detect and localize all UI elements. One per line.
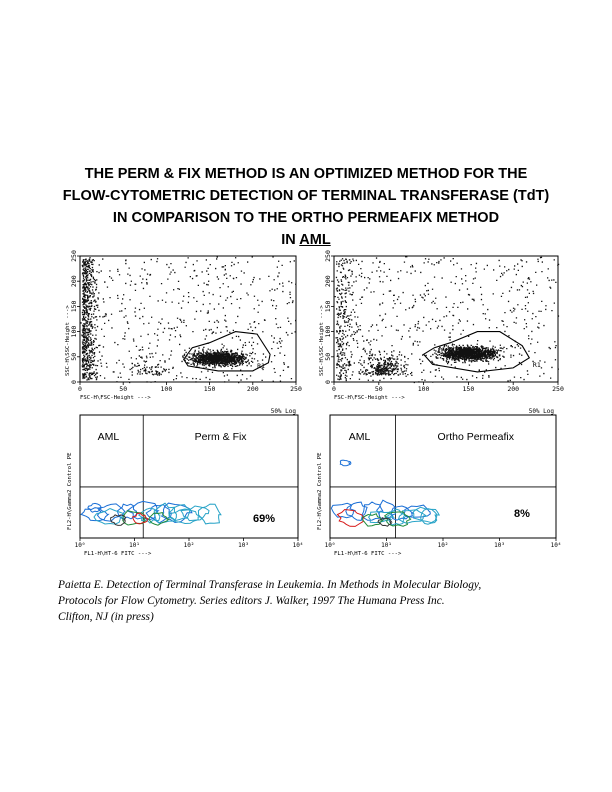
scatter-plot-right: R1 0 50 100 150 200 250 0 50 100 150 200 250 FSC-H\FS… [319,250,564,401]
contour-line [336,508,365,527]
caption-line-1: Paietta E. Detection of Terminal Transfe… [58,579,482,591]
quadrant-label-right: Ortho Permeafix [438,431,515,443]
contour-line [390,505,415,521]
contour-line [80,507,110,522]
gate-r1-outline [422,331,531,373]
quadrant-label-left: AML [98,431,120,443]
y-tick-label: 250 [70,250,78,262]
y-tick-label: 50 [324,353,332,361]
x-tick-label: 100 [161,385,173,393]
x-tick-label: 10¹ [381,542,392,549]
quadrant-label-right: Perm & Fix [195,431,248,443]
x-tick-label: 250 [552,385,564,393]
contour-line [397,509,428,524]
y-tick-label: 0 [70,380,78,384]
contour-line [132,512,149,525]
contour-line [197,503,222,525]
title-line-4-prefix: IN [281,232,300,248]
contour-line [377,517,393,527]
contour-line [412,506,441,524]
contour-line [148,512,171,526]
x-tick-label: 0 [78,385,82,393]
y-tick-label: 100 [324,326,332,338]
contour-line [93,507,125,525]
x-tick-label: 150 [204,385,216,393]
contour-plot-right: 50% Log AML Ortho Permeafix 8% 10⁰ 10¹ 10² 10³ 1… [317,408,561,557]
title-line-4: IN AML [20,229,592,251]
plot-frame [79,255,297,383]
gate-r1-label: R1 [257,362,265,370]
plot-frame [333,255,559,383]
x-tick-label: 10² [438,542,449,549]
scatter-events [334,256,560,384]
y-tick-label: 150 [324,300,332,312]
y-tick-label: 100 [70,326,78,338]
scatter-plot-left: R1 0 50 100 150 200 250 0 50 100 150 200 250 FSC-H\FS… [65,250,302,401]
positive-percentage: 8% [514,508,530,520]
scale-corner-label: 50% Log [271,408,297,415]
x-tick-label: 10⁴ [551,542,562,549]
y-axis-label: SSC-H\SSC-Height ---> [65,305,71,376]
contour-plot-left: 50% Log AML Perm & Fix 69% 10⁰ 10¹ 10² 10³ 10⁴ FL… [67,408,303,557]
contour-line [110,514,127,526]
y-tick-label: 150 [70,300,78,312]
x-axis-label: FL1-H\HT-6 FITC ---> [334,551,402,557]
y-tick-label: 250 [324,250,332,262]
figure-title: THE PERM & FIX METHOD IS AN OPTIMIZED ME… [20,163,592,251]
x-axis-label: FL1-H\HT-6 FITC ---> [84,551,152,557]
x-tick-label: 100 [418,385,430,393]
x-tick-label: 10² [184,542,195,549]
x-tick-label: 10⁴ [293,542,304,549]
contour-line [145,503,173,524]
y-tick-label: 200 [70,275,78,287]
x-tick-label: 50 [375,385,383,393]
contour-line [168,504,191,522]
contour-line [126,500,160,521]
x-axis-label: FSC-H\FSC-Height ---> [80,395,151,401]
contour-line [361,513,385,527]
y-axis-label: SSC-H\SSC-Height ---> [319,305,325,376]
contour-line [339,459,352,467]
x-tick-label: 50 [119,385,127,393]
x-tick-label: 10³ [494,542,505,549]
y-tick-label: 50 [70,353,78,361]
contour-line [383,511,412,527]
citation-caption: Paietta E. Detection of Terminal Transfe… [58,577,606,625]
title-line-2: FLOW-CYTOMETRIC DETECTION OF TERMINAL TR… [62,188,550,204]
y-axis-label: FL2-H\Gamma2 Control PE [67,452,73,530]
gate-r1-label: R1 [533,361,541,369]
caption-line-3: Clifton, NJ (in press) [58,611,154,623]
x-tick-label: 200 [507,385,519,393]
x-axis-label: FSC-H\FSC-Height ---> [334,395,405,401]
contour-line [384,508,406,526]
x-tick-label: 10³ [238,542,249,549]
title-line-4-aml: AML [299,232,331,248]
y-tick-label: 0 [324,380,332,384]
title-line-3: IN COMPARISON TO THE ORTHO PERMEAFIX MET… [112,210,500,226]
y-axis-label: FL2-H\Gamma2 Control PE [317,452,323,530]
scale-corner-label: 50% Log [529,408,555,415]
x-tick-label: 150 [463,385,475,393]
x-tick-label: 250 [290,385,302,393]
quadrant-label-left: AML [349,431,371,443]
gate-r1-outline [183,331,271,372]
positive-percentage: 69% [253,513,275,525]
x-tick-label: 200 [247,385,259,393]
contour-line [168,508,203,525]
contour-line [180,505,210,522]
x-tick-label: 0 [332,385,336,393]
contour-line [87,502,103,513]
x-tick-label: 10⁰ [325,542,336,549]
title-line-1: THE PERM & FIX METHOD IS AN OPTIMIZED ME… [84,166,528,182]
y-tick-label: 200 [324,275,332,287]
x-tick-label: 10¹ [129,542,140,549]
x-tick-label: 10⁰ [75,542,86,549]
caption-line-2: Protocols for Flow Cytometry. Series edi… [58,595,445,607]
scatter-events [80,256,297,384]
